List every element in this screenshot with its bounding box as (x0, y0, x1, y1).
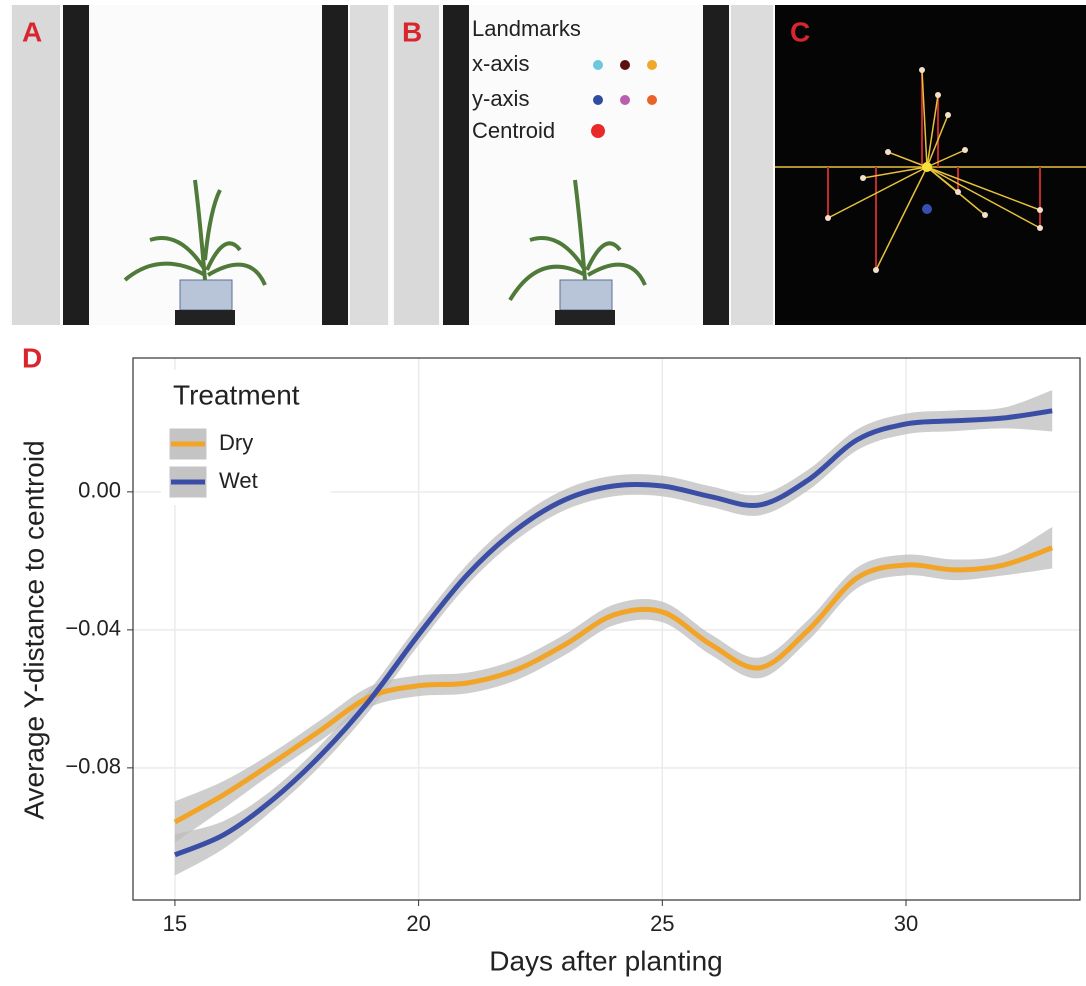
figure: Landmarks x-axis y-axis Centroid A B C D… (0, 0, 1086, 981)
landmark-label: x-axis (472, 51, 529, 76)
panel-label: B (402, 16, 422, 47)
legend-label: Wet (219, 468, 258, 493)
legend-label: Dry (219, 430, 253, 455)
landmark-diagram (775, 5, 1086, 325)
photo-b: Landmarks x-axis y-axis Centroid (392, 5, 775, 325)
y-tick-label: 0.00 (78, 478, 121, 503)
y-tick-label: −0.08 (65, 754, 121, 779)
panel-label: D (22, 342, 42, 373)
x-tick-label: 25 (650, 911, 674, 936)
photo-a (10, 5, 390, 325)
y-tick-label: −0.04 (65, 616, 121, 641)
plot-area: 15 20 25 30 −0.08 −0.04 0.00 Treatment Dry Wet (65, 358, 1080, 936)
landmarks-title: Landmarks (472, 16, 581, 41)
landmark-label: Centroid (472, 118, 555, 143)
x-axis-title: Days after planting (489, 945, 722, 976)
panel-label: C (790, 16, 810, 47)
x-tick-label: 30 (894, 911, 918, 936)
x-tick-label: 15 (163, 911, 187, 936)
legend-title: Treatment (173, 379, 300, 410)
panel-label: A (22, 16, 42, 47)
landmark-label: y-axis (472, 86, 529, 111)
x-tick-label: 20 (406, 911, 430, 936)
y-axis-title: Average Y-distance to centroid (18, 440, 49, 819)
